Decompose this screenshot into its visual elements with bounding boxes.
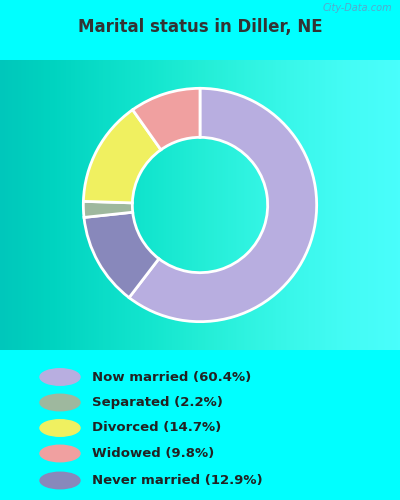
Wedge shape <box>84 212 159 298</box>
Ellipse shape <box>40 420 80 436</box>
Ellipse shape <box>40 472 80 489</box>
Wedge shape <box>133 88 200 150</box>
Text: Divorced (14.7%): Divorced (14.7%) <box>92 422 221 434</box>
Text: City-Data.com: City-Data.com <box>322 3 392 13</box>
Ellipse shape <box>40 394 80 411</box>
Wedge shape <box>83 110 161 203</box>
Text: Separated (2.2%): Separated (2.2%) <box>92 396 223 409</box>
Ellipse shape <box>40 369 80 385</box>
Wedge shape <box>83 202 133 218</box>
Wedge shape <box>129 88 317 322</box>
Text: Never married (12.9%): Never married (12.9%) <box>92 474 263 487</box>
Ellipse shape <box>40 445 80 462</box>
Text: Marital status in Diller, NE: Marital status in Diller, NE <box>78 18 322 36</box>
Text: Widowed (9.8%): Widowed (9.8%) <box>92 447 214 460</box>
Text: Now married (60.4%): Now married (60.4%) <box>92 370 251 384</box>
